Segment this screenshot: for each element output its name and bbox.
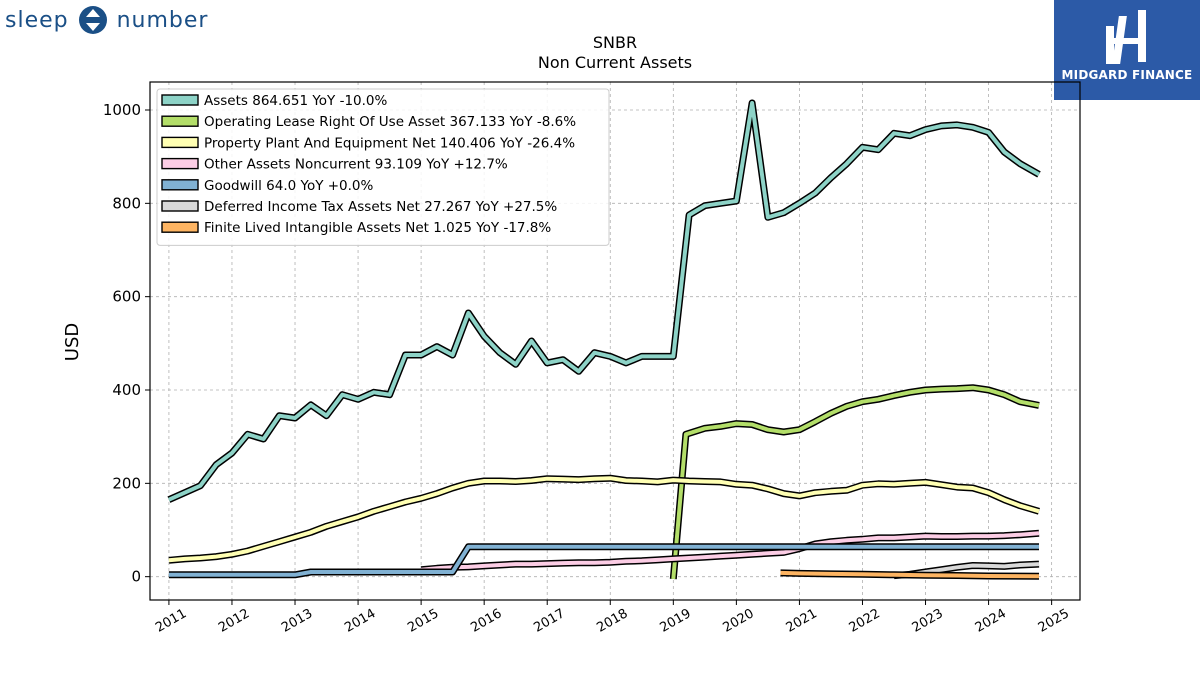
legend-swatch xyxy=(161,136,199,149)
x-tick-label: 2019 xyxy=(657,606,693,636)
series-other-assets-noncurrent xyxy=(420,529,1040,574)
y-axis-label: USD xyxy=(62,323,83,361)
series-operating-lease-right-of-use-asset xyxy=(669,384,1040,580)
series-line xyxy=(168,476,1040,563)
series-property-plant-and-equipment-net xyxy=(168,474,1040,564)
legend-swatch xyxy=(161,179,199,191)
series-line xyxy=(671,385,1040,580)
legend: Assets 864.651 YoY -10.0% Operating Lease… xyxy=(156,88,610,246)
x-tick-label: 2024 xyxy=(973,606,1009,636)
series-finite-lived-intangible-assets-net xyxy=(780,569,1040,580)
midgard-finance-badge: MIDGARD FINANCE xyxy=(1054,0,1200,100)
x-tick-label: 2020 xyxy=(721,606,757,636)
legend-entry: Property Plant And Equipment Net 140.406… xyxy=(204,135,575,151)
legend-entry: Assets 864.651 YoY -10.0% xyxy=(204,93,388,109)
x-tick-label: 2011 xyxy=(153,606,189,636)
brand-right-word: number xyxy=(116,7,209,33)
brand-mark-icon xyxy=(78,6,107,34)
series-line xyxy=(168,544,1039,577)
x-tick-label: 2023 xyxy=(910,606,946,636)
y-tick-label: 200 xyxy=(112,474,141,492)
series-line xyxy=(168,101,1040,502)
plot-frame xyxy=(149,81,1081,601)
legend-entry: Operating Lease Right Of Use Asset 367.1… xyxy=(204,114,576,130)
series-layer xyxy=(167,99,1041,580)
x-tick-label: 2014 xyxy=(342,606,378,636)
legend-entry: Other Assets Noncurrent 93.109 YoY +12.7… xyxy=(204,157,508,173)
x-tick-label: 2015 xyxy=(405,606,441,636)
y-tick-label: 0 xyxy=(131,568,141,586)
brand-left-word: sleep xyxy=(5,7,69,33)
y-tick-label: 400 xyxy=(112,381,141,399)
legend-swatch xyxy=(161,115,199,127)
x-tick-label: 2013 xyxy=(279,606,315,636)
x-tick-label: 2022 xyxy=(847,606,883,636)
legend-entry: Goodwill 64.0 YoY +0.0% xyxy=(204,178,374,194)
midgard-logo-icon xyxy=(1106,10,1146,64)
series-assets xyxy=(167,99,1041,503)
legend-swatch xyxy=(161,157,199,170)
x-tick-label: 2021 xyxy=(784,606,820,636)
series-line xyxy=(780,570,1040,579)
legend-box xyxy=(156,88,610,246)
sleep-number-logo: sleep number xyxy=(5,4,208,36)
legend-entry: Deferred Income Tax Assets Net 27.267 Yo… xyxy=(204,199,557,215)
x-tick-label: 2016 xyxy=(468,606,504,636)
chart-subtitle: Non Current Assets xyxy=(538,53,692,72)
legend-swatch xyxy=(161,94,199,106)
x-tick-label: 2017 xyxy=(531,606,567,636)
chart-title: SNBR xyxy=(593,33,637,52)
legend-entry: Finite Lived Intangible Assets Net 1.025… xyxy=(204,220,551,236)
legend-swatch xyxy=(161,200,199,212)
x-tick-label: 2012 xyxy=(216,606,252,636)
x-tick-label: 2018 xyxy=(594,606,630,636)
legend-swatch xyxy=(161,221,199,233)
y-tick-label: 1000 xyxy=(103,101,141,119)
y-tick-label: 800 xyxy=(112,194,141,212)
badge-label: MIDGARD FINANCE xyxy=(1061,68,1193,82)
series-line xyxy=(420,531,1040,572)
y-tick-label: 600 xyxy=(112,288,141,306)
series-goodwill xyxy=(168,543,1039,579)
x-tick-label: 2025 xyxy=(1036,606,1072,636)
